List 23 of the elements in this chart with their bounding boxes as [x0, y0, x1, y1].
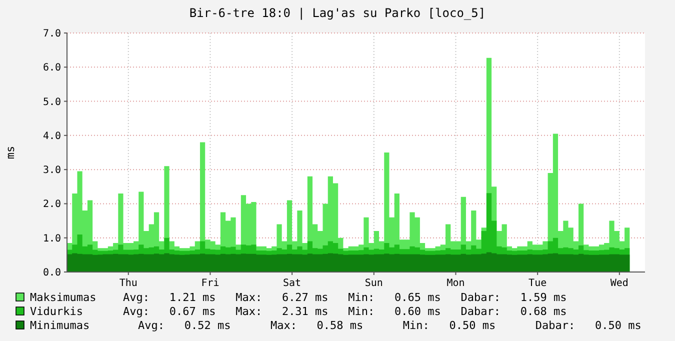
y-tick-label: 4.0: [42, 130, 61, 142]
x-tick-label: Sun: [364, 278, 383, 289]
text: Avg: 0.67 ms Max: 2.31 ms Min: 0.60 ms Dabar: 0.68 ms: [123, 305, 567, 318]
y-tick-label: 2.0: [42, 199, 61, 210]
x-tick-label: Sat: [283, 278, 302, 289]
y-tick-label: 5.0: [42, 96, 61, 108]
x-tick-label: Thu: [119, 278, 138, 289]
y-tick-label: 7.0: [42, 28, 61, 40]
y-tick-label: 0.0: [42, 268, 61, 278]
x-tick-label: Wed: [610, 278, 628, 289]
x-tick-label: Fri: [201, 278, 220, 289]
y-tick-label: 1.0: [42, 233, 61, 244]
y-tick-label: 3.0: [42, 165, 61, 176]
text: Avg: 0.52 ms Max: 0.58 ms Min: 0.50 ms Dabar: 0.50 ms: [138, 319, 642, 332]
legend-label: Vidurkis: [30, 305, 83, 318]
y-tick-label: 6.0: [42, 62, 61, 74]
x-tick-label: Tue: [528, 278, 547, 289]
x-tick-label: Mon: [446, 278, 465, 289]
chart-title: Bir-6-tre 18:0 | Lag'as su Parko [loco_5]: [189, 6, 486, 20]
y-axis-title: ms: [4, 146, 17, 160]
legend-label: Maksimumas: [30, 291, 96, 304]
legend-label: Minimumas: [30, 319, 90, 332]
text: Avg: 1.21 ms Max: 6.27 ms Min: 0.65 ms Dabar: 1.59 ms: [123, 291, 567, 304]
